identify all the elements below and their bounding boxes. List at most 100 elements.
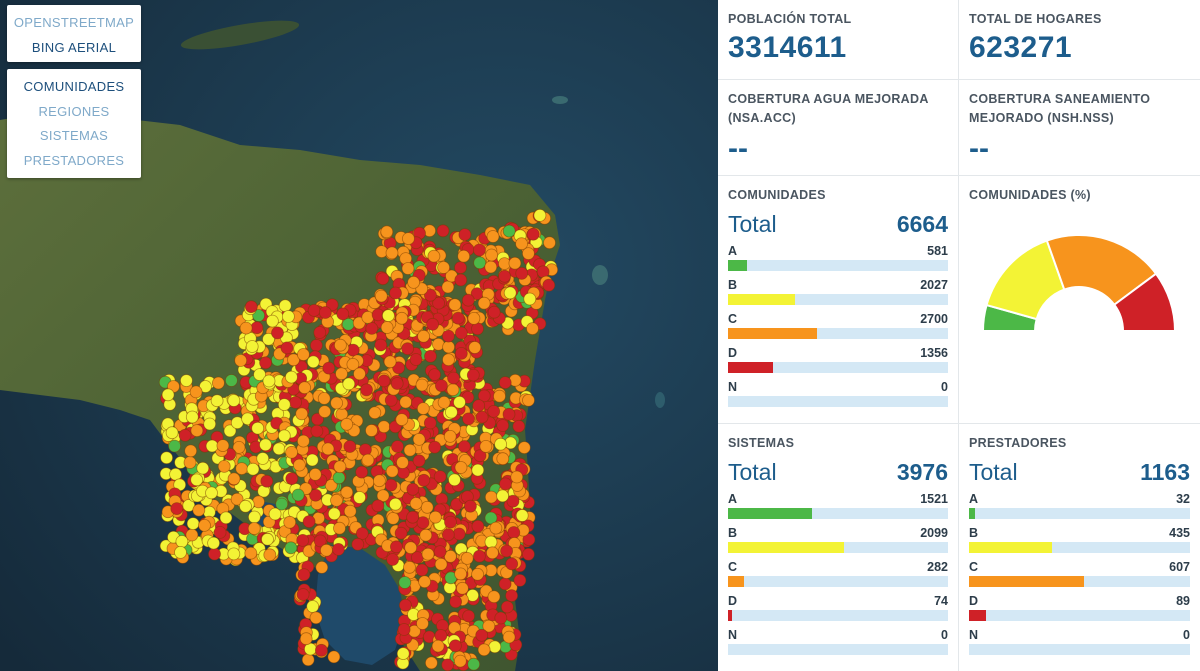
community-marker[interactable]: [454, 567, 468, 581]
community-marker[interactable]: [415, 563, 429, 577]
community-marker[interactable]: [503, 286, 517, 300]
community-marker[interactable]: [333, 460, 347, 474]
community-marker[interactable]: [299, 632, 313, 646]
community-marker[interactable]: [307, 303, 321, 317]
community-marker[interactable]: [360, 383, 373, 397]
community-marker[interactable]: [368, 406, 382, 420]
community-marker[interactable]: [365, 321, 379, 335]
community-marker[interactable]: [327, 507, 341, 521]
community-marker[interactable]: [183, 456, 197, 469]
community-marker[interactable]: [239, 321, 253, 335]
community-marker[interactable]: [457, 440, 471, 453]
community-marker[interactable]: [251, 421, 265, 435]
community-marker[interactable]: [190, 424, 204, 438]
community-marker[interactable]: [473, 449, 487, 463]
community-marker[interactable]: [174, 546, 187, 559]
community-marker[interactable]: [390, 377, 404, 390]
community-marker[interactable]: [297, 568, 311, 581]
community-marker[interactable]: [424, 349, 437, 363]
community-marker[interactable]: [386, 512, 400, 525]
community-marker[interactable]: [205, 439, 219, 453]
community-marker[interactable]: [384, 393, 398, 407]
community-marker[interactable]: [468, 341, 482, 354]
community-marker[interactable]: [306, 600, 320, 613]
community-marker[interactable]: [484, 260, 498, 274]
community-marker[interactable]: [477, 296, 491, 310]
community-marker[interactable]: [374, 338, 388, 352]
community-marker[interactable]: [427, 249, 441, 263]
community-marker[interactable]: [488, 640, 502, 654]
community-marker[interactable]: [515, 266, 529, 280]
community-marker[interactable]: [487, 305, 501, 319]
community-marker[interactable]: [260, 474, 274, 488]
community-marker[interactable]: [313, 534, 327, 548]
community-marker[interactable]: [444, 405, 458, 419]
community-marker[interactable]: [353, 491, 367, 504]
community-marker[interactable]: [219, 511, 233, 525]
community-marker[interactable]: [467, 311, 481, 325]
community-marker[interactable]: [454, 346, 468, 360]
community-marker[interactable]: [457, 249, 471, 263]
community-marker[interactable]: [168, 439, 182, 453]
community-marker[interactable]: [385, 464, 399, 478]
community-marker[interactable]: [407, 275, 421, 289]
community-marker[interactable]: [358, 443, 372, 457]
community-marker[interactable]: [186, 517, 200, 530]
community-marker[interactable]: [423, 288, 437, 302]
community-marker[interactable]: [372, 474, 386, 488]
community-marker[interactable]: [291, 488, 305, 502]
community-marker[interactable]: [416, 516, 430, 529]
community-marker[interactable]: [401, 232, 415, 246]
community-marker[interactable]: [205, 486, 218, 500]
community-marker[interactable]: [423, 416, 437, 430]
community-marker[interactable]: [428, 440, 442, 454]
community-marker[interactable]: [211, 376, 225, 390]
community-marker[interactable]: [217, 459, 231, 473]
community-marker[interactable]: [498, 269, 512, 283]
community-marker[interactable]: [189, 385, 203, 399]
community-marker[interactable]: [441, 329, 455, 343]
community-marker[interactable]: [437, 395, 451, 409]
community-marker[interactable]: [401, 262, 415, 275]
community-marker[interactable]: [309, 611, 323, 625]
community-marker[interactable]: [496, 452, 510, 466]
community-marker[interactable]: [505, 557, 519, 571]
community-marker[interactable]: [502, 630, 516, 644]
community-marker[interactable]: [213, 526, 227, 539]
community-marker[interactable]: [484, 490, 498, 504]
community-marker[interactable]: [401, 342, 415, 356]
community-marker[interactable]: [441, 280, 455, 294]
community-marker[interactable]: [365, 424, 378, 437]
community-marker[interactable]: [310, 424, 324, 438]
community-marker[interactable]: [208, 547, 221, 561]
community-marker[interactable]: [230, 492, 244, 506]
community-marker[interactable]: [333, 338, 347, 352]
community-marker[interactable]: [434, 557, 448, 571]
community-marker[interactable]: [318, 306, 332, 319]
community-marker[interactable]: [486, 230, 500, 243]
community-marker[interactable]: [224, 374, 238, 387]
community-marker[interactable]: [245, 340, 259, 353]
community-marker[interactable]: [418, 575, 432, 589]
community-marker[interactable]: [374, 289, 388, 303]
community-marker[interactable]: [175, 535, 189, 548]
community-marker[interactable]: [386, 553, 400, 566]
community-marker[interactable]: [433, 545, 447, 558]
community-marker[interactable]: [434, 629, 448, 642]
map-view[interactable]: OPENSTREETMAP BING AERIAL COMUNIDADES RE…: [0, 0, 718, 671]
community-marker[interactable]: [284, 541, 298, 555]
community-marker[interactable]: [216, 439, 230, 453]
community-marker[interactable]: [322, 361, 336, 375]
community-marker[interactable]: [447, 371, 460, 385]
community-marker[interactable]: [475, 628, 489, 642]
community-marker[interactable]: [336, 307, 350, 321]
community-marker[interactable]: [263, 548, 277, 562]
community-marker[interactable]: [498, 577, 512, 591]
community-marker[interactable]: [487, 590, 501, 604]
basemap-bing-aerial[interactable]: BING AERIAL: [31, 39, 117, 55]
community-marker[interactable]: [482, 619, 496, 633]
community-marker[interactable]: [330, 396, 344, 410]
community-marker[interactable]: [443, 429, 457, 443]
community-marker[interactable]: [419, 528, 433, 542]
community-marker[interactable]: [505, 589, 519, 602]
